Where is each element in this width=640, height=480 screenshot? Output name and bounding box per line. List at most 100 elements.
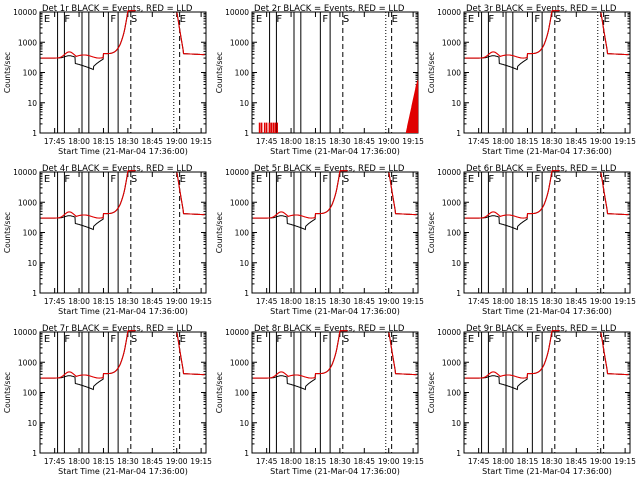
x-tick-label: 19:00 (378, 457, 400, 466)
marker-label: E (44, 14, 50, 25)
y-tick-label: 100 (447, 389, 462, 398)
x-tick-label: 18:15 (517, 297, 539, 306)
y-tick-label: 1000 (18, 38, 37, 47)
x-tick-label: 18:00 (492, 137, 514, 146)
x-tick-label: 18:15 (93, 137, 115, 146)
panel-title: Det 5r BLACK = Events, RED = LLD (254, 164, 405, 174)
y-tick-label: 1 (32, 289, 37, 298)
marker-label: F (276, 334, 282, 345)
y-tick-label: 1000 (18, 358, 37, 367)
x-tick-label: 18:00 (68, 297, 90, 306)
x-tick-label: 18:00 (492, 457, 514, 466)
x-tick-label: 19:00 (590, 297, 612, 306)
y-axis-label: Counts/sec (3, 212, 12, 253)
y-tick-label: 10000 (13, 328, 37, 337)
marker-label: F (276, 174, 282, 185)
lld-series-line (41, 10, 205, 59)
marker-label: E (256, 334, 262, 345)
lld-series-line (41, 170, 205, 219)
marker-label: E (468, 14, 474, 25)
y-axis-label: Counts/sec (3, 372, 12, 413)
marker-label: S (343, 334, 349, 345)
y-tick-label: 100 (235, 69, 250, 78)
y-tick-label: 1 (244, 289, 249, 298)
detector-panel-9: Det 9r BLACK = Events, RED = LLD 10000 100… (427, 324, 636, 476)
marker-label: F (110, 14, 116, 25)
marker-label: F (534, 14, 540, 25)
x-tick-label: 18:45 (565, 297, 587, 306)
marker-label: E (468, 174, 474, 185)
x-tick-label: 18:00 (280, 137, 302, 146)
x-tick-label: 18:45 (353, 137, 375, 146)
x-tick-label: 17:45 (256, 457, 278, 466)
y-tick-label: 10000 (225, 328, 249, 337)
panel-title: Det 9r BLACK = Events, RED = LLD (466, 324, 617, 334)
x-tick-label: 18:45 (141, 297, 163, 306)
y-tick-label: 10 (451, 99, 461, 108)
panel-title: Det 6r BLACK = Events, RED = LLD (466, 164, 617, 174)
y-tick-label: 10000 (437, 168, 461, 177)
y-tick-label: 10 (27, 259, 37, 268)
x-tick-label: 19:00 (378, 297, 400, 306)
marker-label: E (44, 174, 50, 185)
x-tick-label: 19:00 (378, 137, 400, 146)
x-tick-label: 18:30 (329, 457, 351, 466)
detector-panel-1: Det 1r BLACK = Events, RED = LLD 10000 100… (3, 4, 212, 156)
detector-panel-4: Det 4r BLACK = Events, RED = LLD 10000 100… (3, 164, 212, 316)
y-tick-label: 10 (239, 259, 249, 268)
y-tick-label: 1000 (442, 358, 461, 367)
x-tick-label: 17:45 (256, 137, 278, 146)
marker-label: S (131, 174, 137, 185)
detector-panel-2: Det 2r BLACK = Events, RED = LLD 10000 100… (215, 4, 424, 156)
y-axis-label: Counts/sec (215, 372, 224, 413)
x-tick-label: 19:15 (190, 137, 212, 146)
y-tick-label: 10 (451, 419, 461, 428)
y-tick-label: 1000 (442, 198, 461, 207)
y-tick-label: 10000 (437, 8, 461, 17)
x-tick-label: 17:45 (468, 457, 490, 466)
x-tick-label: 17:45 (44, 457, 66, 466)
y-tick-label: 1000 (442, 38, 461, 47)
x-tick-label: 18:45 (141, 457, 163, 466)
marker-label: F (488, 174, 494, 185)
panel-title: Det 3r BLACK = Events, RED = LLD (466, 4, 617, 14)
y-tick-label: 100 (23, 229, 38, 238)
x-tick-label: 18:30 (329, 137, 351, 146)
y-tick-label: 1000 (18, 198, 37, 207)
y-tick-label: 10000 (225, 168, 249, 177)
x-tick-label: 19:15 (614, 297, 636, 306)
panel-title: Det 4r BLACK = Events, RED = LLD (42, 164, 193, 174)
x-axis-label: Start Time (21-Mar-04 17:36:00) (270, 467, 400, 476)
lld-series-line (465, 170, 629, 219)
marker-label: E (256, 174, 262, 185)
x-tick-label: 17:45 (256, 297, 278, 306)
x-tick-label: 18:15 (305, 457, 327, 466)
y-tick-label: 100 (23, 389, 38, 398)
x-tick-label: 18:00 (280, 457, 302, 466)
x-tick-label: 18:30 (117, 137, 139, 146)
y-tick-label: 100 (447, 229, 462, 238)
x-tick-label: 18:45 (565, 137, 587, 146)
y-tick-label: 10000 (437, 328, 461, 337)
y-tick-label: 1 (244, 129, 249, 138)
lld-series-line (258, 80, 419, 134)
marker-label: F (276, 14, 282, 25)
x-tick-label: 18:30 (541, 297, 563, 306)
marker-label: E (604, 334, 610, 345)
x-tick-label: 18:15 (305, 137, 327, 146)
marker-label: F (534, 334, 540, 345)
x-tick-label: 18:30 (117, 297, 139, 306)
marker-label: E (256, 14, 262, 25)
marker-label: S (131, 14, 137, 25)
x-tick-label: 19:15 (190, 297, 212, 306)
x-tick-label: 17:45 (468, 137, 490, 146)
marker-label: F (110, 174, 116, 185)
x-tick-label: 19:15 (190, 457, 212, 466)
marker-label: E (392, 14, 398, 25)
x-tick-label: 19:00 (166, 137, 188, 146)
x-tick-label: 18:15 (517, 457, 539, 466)
marker-label: E (468, 334, 474, 345)
y-tick-label: 100 (447, 69, 462, 78)
x-tick-label: 18:45 (353, 457, 375, 466)
y-tick-label: 1 (32, 129, 37, 138)
